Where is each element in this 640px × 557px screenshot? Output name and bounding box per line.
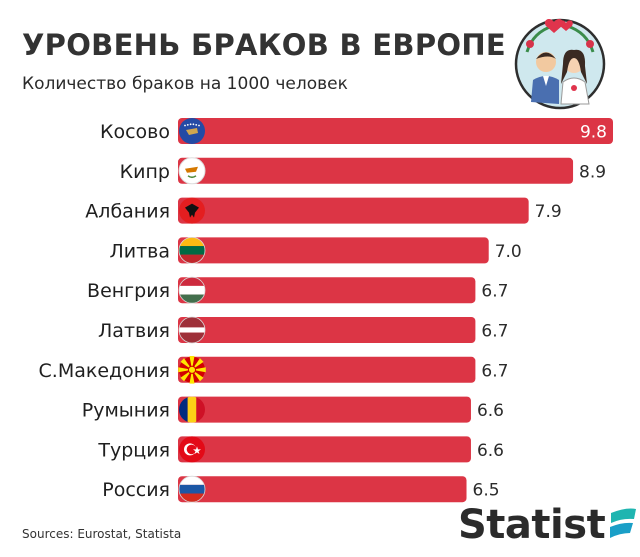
- value-label: 6.7: [481, 361, 508, 381]
- bar: [178, 356, 476, 383]
- romania-flag-icon: [179, 396, 205, 423]
- bar: [178, 277, 476, 304]
- value-label: 6.7: [481, 282, 508, 302]
- value-label: 7.0: [495, 242, 522, 262]
- value-label: 6.6: [477, 401, 504, 421]
- value-label: 6.5: [473, 481, 500, 501]
- hungary-flag-icon: [178, 276, 206, 304]
- value-label: 7.9: [535, 202, 562, 222]
- turkey-flag-icon: [179, 436, 205, 463]
- albania-flag-icon: [179, 197, 205, 224]
- lithuania-flag-icon: [178, 236, 206, 264]
- category-label: Турция: [97, 439, 170, 461]
- statista-wave-icon: [610, 508, 637, 538]
- bar: [178, 436, 471, 463]
- cyprus-flag-icon: [178, 157, 206, 185]
- category-label: Косово: [100, 121, 170, 143]
- bar: [178, 197, 529, 224]
- value-label: 8.9: [579, 162, 606, 182]
- bar: [178, 396, 471, 423]
- north-macedonia-flag-icon: [178, 356, 206, 384]
- category-label: Венгрия: [87, 280, 170, 302]
- bar: [178, 118, 613, 144]
- wedding-couple-icon: [514, 18, 606, 110]
- value-label: 9.8: [580, 123, 607, 143]
- bar: [178, 317, 476, 343]
- category-label: Литва: [109, 240, 170, 262]
- statista-logo: Statist: [458, 500, 638, 550]
- value-label: 6.7: [481, 322, 508, 342]
- kosovo-flag-icon: [179, 118, 205, 144]
- category-label: Румыния: [82, 400, 170, 422]
- category-label: Кипр: [120, 161, 170, 183]
- latvia-flag-icon: [178, 316, 206, 344]
- category-label: Россия: [102, 479, 170, 501]
- category-label: Латвия: [98, 320, 170, 342]
- brand-name: Statist: [458, 502, 606, 548]
- chart-subtitle: Количество браков на 1000 человек: [22, 74, 348, 94]
- source-note: Sources: Eurostat, Statista: [22, 527, 182, 541]
- bar: [178, 237, 489, 264]
- bar-chart: Косово 9.8 Кипр 8.9 Албания 7.9 Литва 7.0 Венгри…: [39, 118, 613, 503]
- bar: [178, 157, 574, 184]
- category-label: Албания: [85, 201, 170, 223]
- chart-title: УРОВЕНЬ БРАКОВ В ЕВРОПЕ: [22, 28, 507, 62]
- category-label: С.Македония: [39, 360, 170, 382]
- russia-flag-icon: [178, 475, 206, 503]
- bar: [178, 476, 467, 503]
- value-label: 6.6: [477, 441, 504, 461]
